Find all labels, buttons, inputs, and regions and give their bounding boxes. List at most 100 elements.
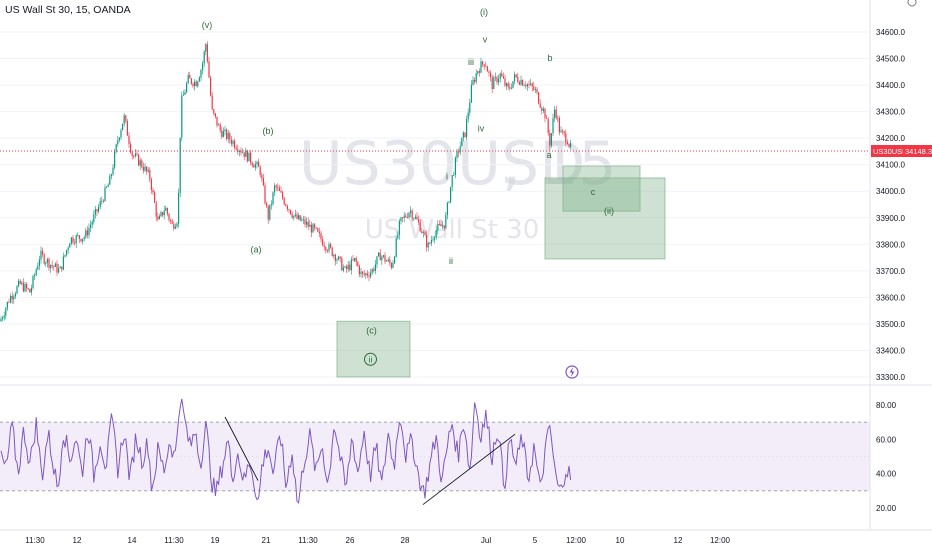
candle-body (320, 233, 322, 240)
candle-body (448, 201, 450, 203)
price-tick-label: 34000.0 (876, 187, 905, 196)
candle-body (155, 202, 157, 217)
candle-body (45, 263, 47, 264)
candle-body (248, 152, 250, 162)
rsi-trendline[interactable] (224, 416, 259, 481)
candle-body (424, 232, 426, 235)
last-price-badge-symbol: US30USD (873, 147, 908, 156)
candle-body (445, 215, 447, 229)
candle-body (168, 213, 170, 220)
candle-body (197, 81, 199, 87)
candle-body (363, 273, 365, 275)
candle-body (464, 132, 466, 138)
candle-body (538, 92, 540, 104)
candle-body (94, 209, 96, 215)
candle-body (400, 217, 402, 222)
candle-body (357, 262, 359, 266)
candle-body (64, 254, 66, 257)
candle-body (344, 266, 346, 268)
candle-body (411, 210, 413, 219)
time-tick-label: Jul (481, 536, 491, 545)
candle-body (285, 204, 287, 206)
candle-body (405, 215, 407, 217)
settings-icon[interactable] (907, 0, 917, 7)
candle-body (170, 219, 172, 222)
candle-body (182, 94, 184, 96)
candle-body (392, 262, 394, 268)
candle-body (222, 131, 224, 137)
candle-body (346, 266, 348, 270)
candle-body (277, 187, 279, 188)
candle-body (198, 77, 200, 82)
candle-body (512, 81, 514, 88)
candle-body (210, 77, 212, 96)
candle-body (144, 166, 146, 171)
candle-body (514, 74, 516, 82)
candle-body (539, 103, 541, 108)
price-tick-label: 33600.0 (876, 293, 905, 302)
price-axis[interactable]: 34600.0 34500.0 34400.0 34300.0 34200.0 34100… (876, 28, 905, 382)
candle-body (480, 61, 482, 73)
candle-body (187, 75, 189, 84)
candle-body (69, 243, 71, 248)
candle-body (331, 247, 333, 256)
candle-body (490, 72, 492, 78)
candle-body (373, 269, 375, 271)
candle-body (349, 264, 351, 271)
candle-body (568, 144, 570, 147)
candle-body (347, 264, 349, 270)
time-tick-label: 21 (262, 536, 271, 545)
rsi-line (0, 398, 572, 504)
candle-body (229, 133, 231, 140)
candle-body (136, 153, 138, 155)
candle-body (29, 289, 31, 293)
candle-body (515, 74, 517, 77)
candle-body (566, 142, 568, 145)
candle-body (104, 187, 106, 202)
candle-body (234, 140, 236, 148)
candle-body (266, 203, 268, 207)
candle-body (99, 201, 101, 207)
wave-box-circle (364, 352, 377, 366)
candle-body (178, 193, 180, 224)
candle-body (56, 263, 58, 273)
candle-body (202, 63, 204, 71)
candle-body (374, 264, 376, 271)
time-axis[interactable]: 11:30 12 14 11:30 19 21 11:30 26 28 Jul 5 12:00 10 12… (25, 536, 730, 545)
candle-body (298, 215, 300, 219)
candle-body (408, 212, 410, 218)
candle-body (413, 218, 415, 220)
wave-box-label: (c) (366, 325, 377, 335)
candle-body (2, 317, 4, 319)
candle-body (309, 224, 311, 227)
candle-body (112, 167, 114, 175)
candle-body (152, 189, 154, 193)
rsi-trendline[interactable] (422, 433, 516, 505)
candle-body (115, 144, 117, 152)
candle-body (150, 179, 152, 190)
candle-body (117, 140, 119, 145)
candle-body (130, 144, 132, 153)
candle-body (32, 276, 34, 288)
candle-body (328, 244, 330, 251)
candle-body (58, 268, 60, 273)
candle-body (450, 186, 452, 202)
candle-body (146, 166, 148, 172)
candle-body (382, 255, 384, 257)
candle-body (477, 71, 479, 74)
price-tick-label: 34300.0 (876, 108, 905, 117)
candle-body (394, 256, 396, 263)
candle-body (35, 269, 37, 276)
candle-body (107, 184, 109, 187)
rsi-axis[interactable]: 80.00 60.00 40.00 20.00 (876, 401, 897, 513)
candle-body (18, 280, 20, 287)
candle-body (554, 109, 556, 119)
price-tick-label: 33500.0 (876, 320, 905, 329)
lightning-icon[interactable] (565, 365, 579, 379)
candle-body (301, 219, 303, 221)
candle-body (360, 271, 362, 275)
candle-body (506, 83, 508, 86)
candle-body (398, 221, 400, 236)
